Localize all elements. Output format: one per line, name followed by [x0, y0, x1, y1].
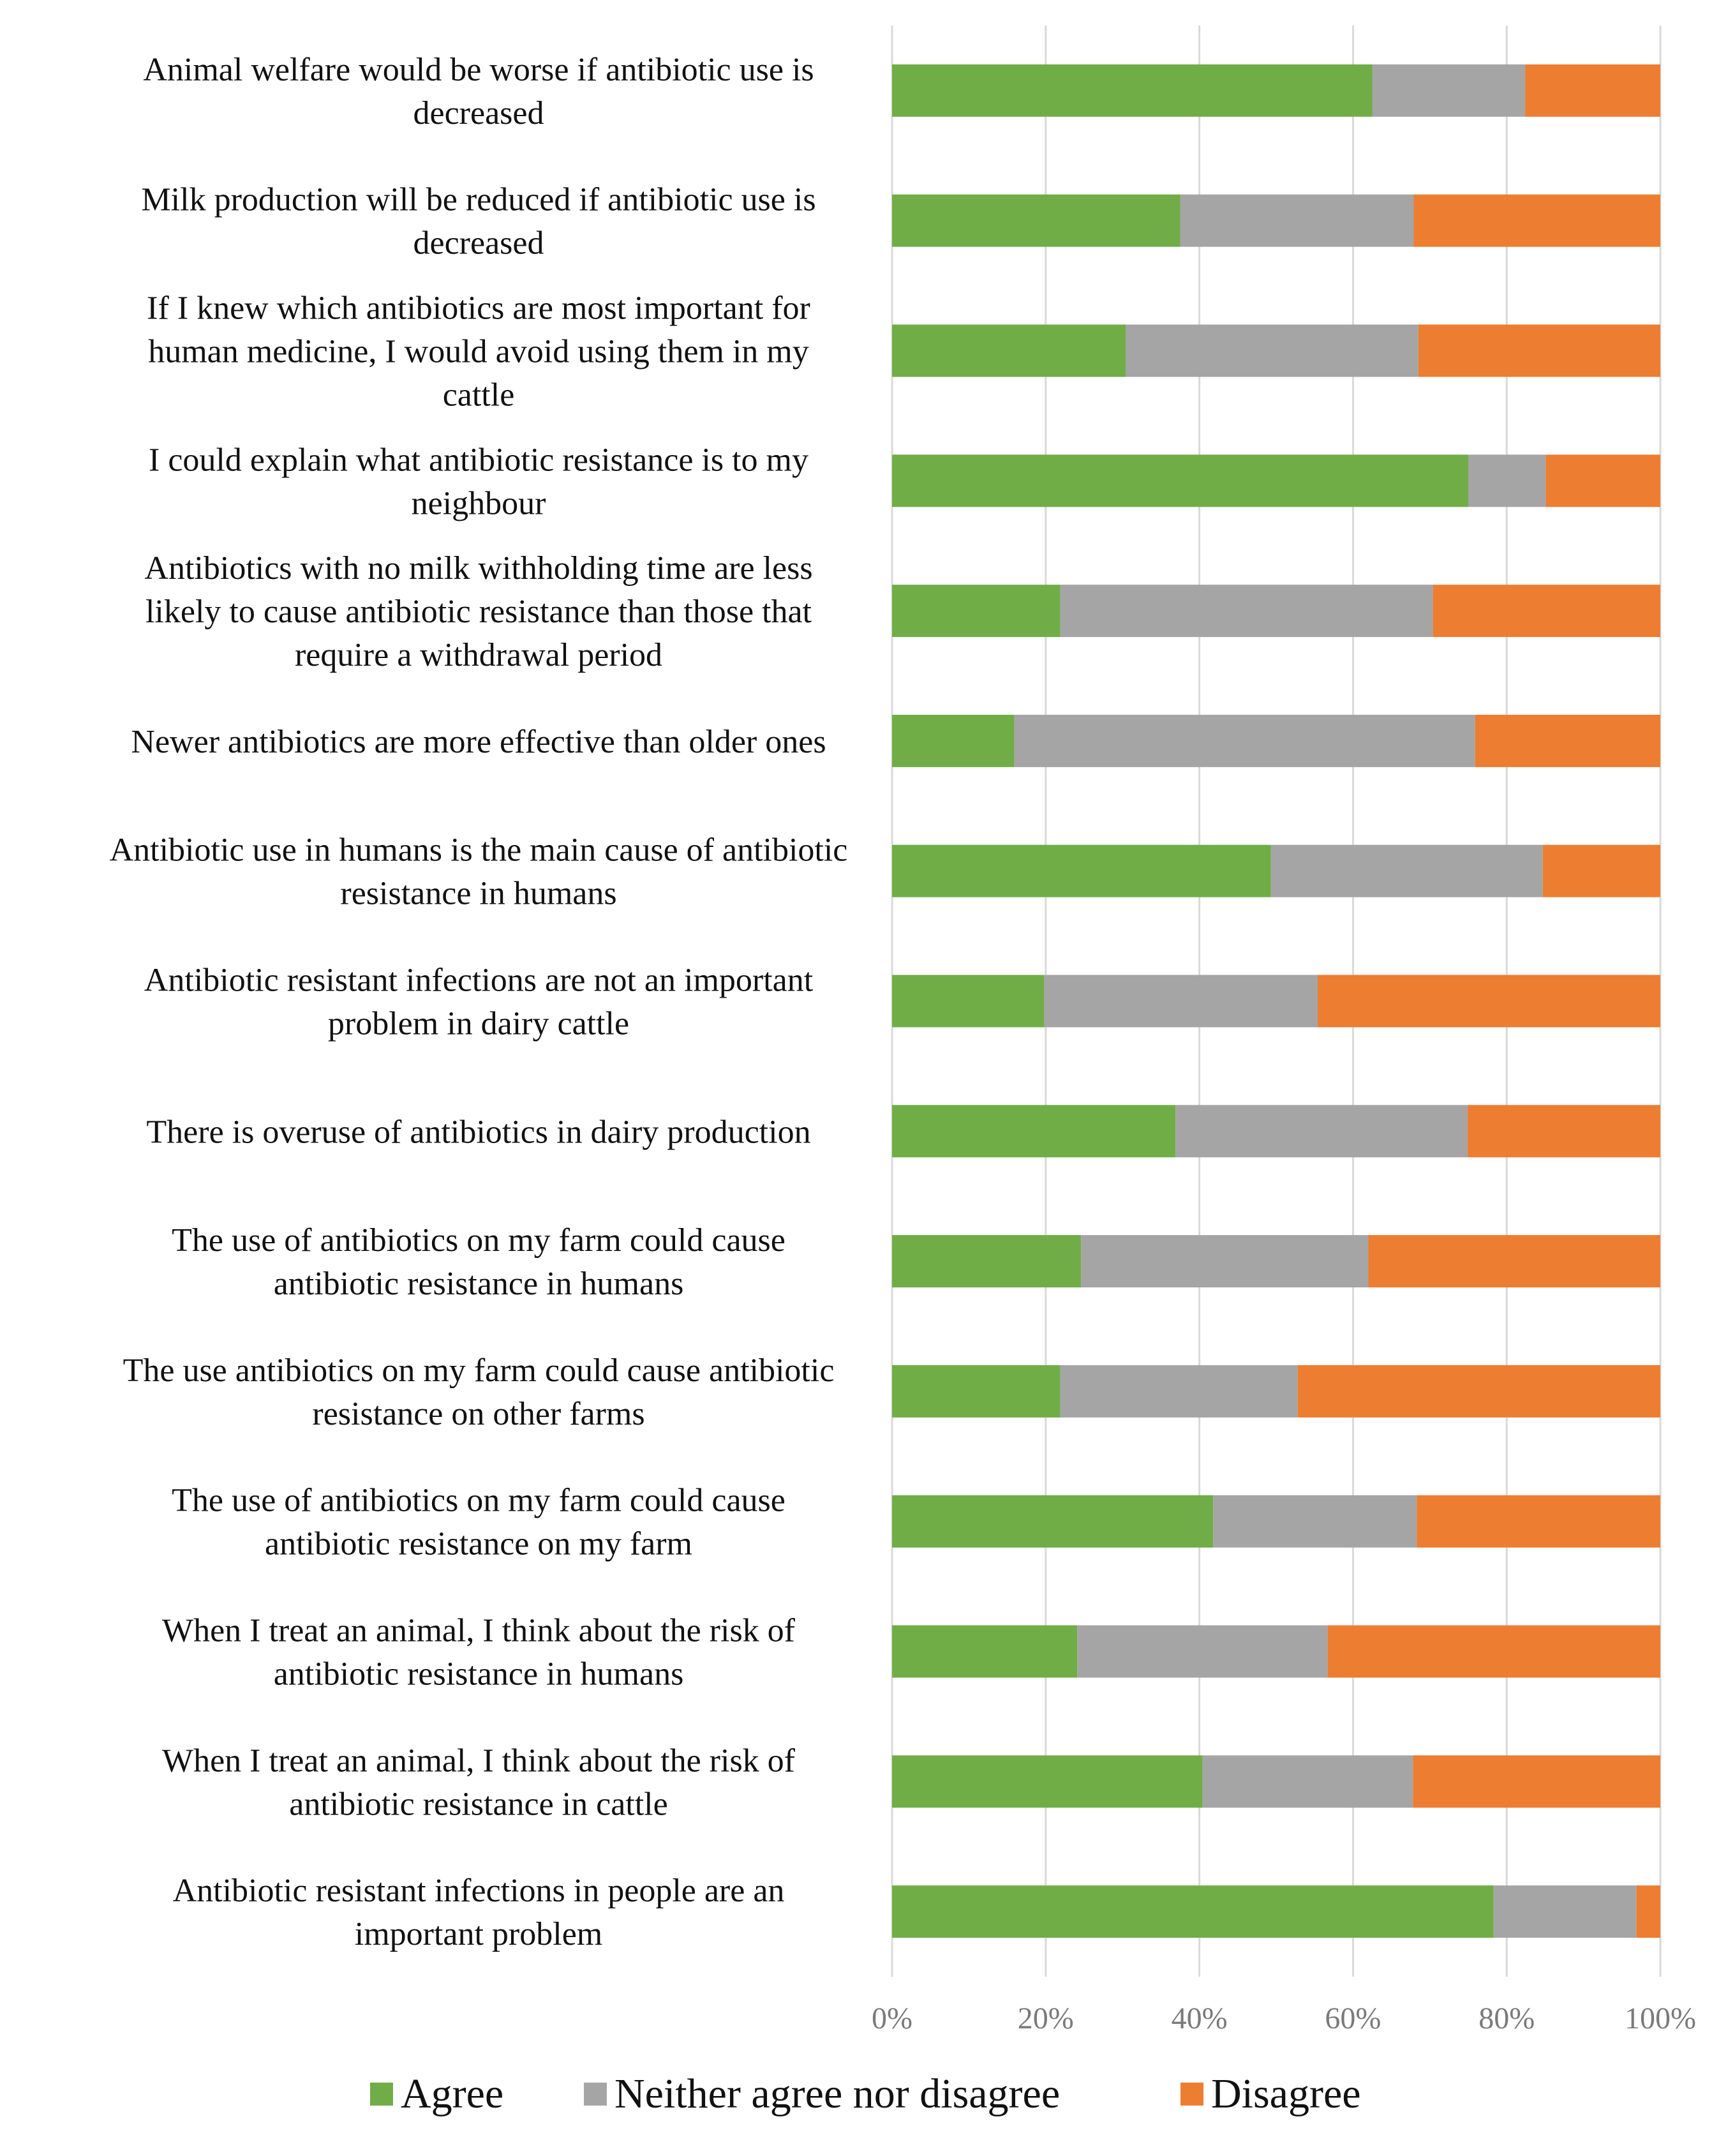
bar-segment-disagree	[1368, 1235, 1660, 1288]
bar-segment-neither-agree-nor-disagree	[1077, 1625, 1328, 1678]
legend-label: Agree	[401, 2070, 503, 2117]
bar-segment-disagree	[1327, 1625, 1660, 1678]
bar-segment-agree	[892, 1495, 1214, 1548]
legend-label: Neither agree nor disagree	[614, 2070, 1060, 2117]
bar-segment-disagree	[1318, 975, 1660, 1028]
bar-segment-disagree	[1418, 324, 1660, 377]
bar-segment-neither-agree-nor-disagree	[1014, 714, 1475, 767]
bar-segment-neither-agree-nor-disagree	[1126, 324, 1419, 377]
bar-segment-neither-agree-nor-disagree	[1372, 64, 1526, 117]
bar-segment-agree	[892, 1105, 1176, 1158]
bar-segment-agree	[892, 844, 1271, 897]
legend-swatch	[1180, 2083, 1203, 2106]
bar-segment-neither-agree-nor-disagree	[1202, 1755, 1413, 1808]
bar-segment-neither-agree-nor-disagree	[1175, 1105, 1468, 1158]
category-label: Newer antibiotics are more effective tha…	[131, 724, 826, 760]
x-axis-ticks: 0% 20% 40% 60% 80% 100%	[872, 2002, 1696, 2035]
bar-segment-agree	[892, 1885, 1494, 1938]
category-label: Antibiotic resistant infections are not …	[144, 962, 814, 1042]
category-label: When I treat an animal, I think about th…	[162, 1742, 796, 1822]
x-tick-label: 60%	[1325, 2002, 1381, 2035]
bar-segment-agree	[892, 585, 1061, 638]
category-label: When I treat an animal, I think about th…	[162, 1613, 796, 1693]
x-tick-label: 80%	[1478, 2002, 1535, 2035]
legend-swatch	[584, 2083, 607, 2106]
bar-segment-agree	[892, 714, 1015, 767]
bar-segment-disagree	[1433, 585, 1660, 638]
x-tick-label: 0%	[872, 2002, 912, 2035]
bar-segment-neither-agree-nor-disagree	[1060, 1365, 1298, 1418]
bar-segment-agree	[892, 1365, 1061, 1418]
x-tick-label: 40%	[1172, 2002, 1228, 2035]
category-label: Antibiotic resistant infections in peopl…	[173, 1873, 785, 1952]
bar-segment-agree	[892, 1235, 1082, 1288]
category-label: Milk production will be reduced if antib…	[141, 182, 815, 262]
bar-segment-disagree	[1417, 1495, 1660, 1548]
bar-segment-neither-agree-nor-disagree	[1213, 1495, 1417, 1548]
bar-segment-agree	[892, 324, 1126, 377]
legend-swatch	[370, 2083, 393, 2106]
category-label: Animal welfare would be worse if antibio…	[143, 52, 814, 131]
bar-segment-neither-agree-nor-disagree	[1493, 1885, 1637, 1938]
bar-segment-neither-agree-nor-disagree	[1180, 194, 1414, 247]
legend-label: Disagree	[1211, 2070, 1361, 2117]
bar-segment-disagree	[1413, 1755, 1660, 1808]
bar-segment-disagree	[1475, 714, 1660, 767]
category-label: Antibiotic use in humans is the main cau…	[110, 832, 848, 912]
category-label: There is overuse of antibiotics in dairy…	[146, 1114, 810, 1150]
bar-segment-agree	[892, 454, 1468, 507]
bar-segment-disagree	[1525, 64, 1660, 117]
bar-segment-neither-agree-nor-disagree	[1044, 975, 1318, 1028]
bar-segment-agree	[892, 1625, 1078, 1678]
bar-segment-disagree	[1413, 194, 1660, 247]
bar-segment-agree	[892, 975, 1045, 1028]
x-tick-label: 100%	[1625, 2002, 1696, 2035]
bar-segment-agree	[892, 1755, 1203, 1808]
category-labels: Animal welfare would be worse if antibio…	[110, 52, 848, 1952]
bar-segment-disagree	[1297, 1365, 1660, 1418]
bar-segment-neither-agree-nor-disagree	[1060, 585, 1433, 638]
bar-segment-disagree	[1542, 844, 1660, 897]
bar-segment-neither-agree-nor-disagree	[1468, 454, 1546, 507]
category-label: I could explain what antibiotic resistan…	[149, 442, 808, 521]
bar-segment-disagree	[1467, 1105, 1660, 1158]
bar-segment-agree	[892, 194, 1180, 247]
bar-segment-neither-agree-nor-disagree	[1270, 844, 1543, 897]
category-label: The use of antibiotics on my farm could …	[172, 1483, 786, 1562]
category-label: Antibiotics with no milk withholding tim…	[144, 550, 812, 673]
legend: Agree Neither agree nor disagree Disagree	[370, 2070, 1361, 2117]
category-label: If I knew which antibiotics are most imp…	[147, 290, 810, 414]
bar-segment-neither-agree-nor-disagree	[1081, 1235, 1369, 1288]
bar-segment-disagree	[1636, 1885, 1660, 1938]
category-label: The use antibiotics on my farm could cau…	[123, 1352, 835, 1432]
x-tick-label: 20%	[1018, 2002, 1074, 2035]
bar-segment-disagree	[1545, 454, 1660, 507]
bars	[892, 64, 1660, 1938]
bar-segment-agree	[892, 64, 1373, 117]
category-label: The use of antibiotics on my farm could …	[172, 1222, 786, 1302]
